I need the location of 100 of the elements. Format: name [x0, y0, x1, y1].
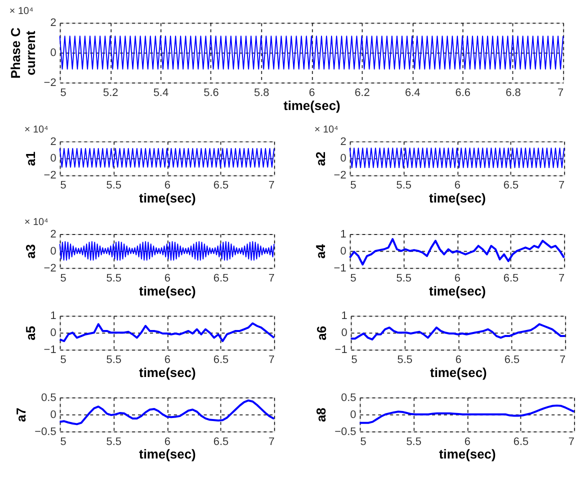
x-tick-label: 5	[350, 272, 356, 284]
x-tick-label: 6	[308, 86, 315, 99]
text: × 10⁴	[314, 124, 338, 136]
y-tick-label: 2	[50, 228, 56, 240]
y-axis-title: a6	[314, 326, 329, 340]
y-tick-label: 2	[50, 17, 56, 30]
y-tick-label: 0	[350, 408, 356, 421]
y-tick-label: 0	[50, 408, 56, 421]
y-tick-label: 0	[340, 245, 346, 258]
x-tick-label: 7	[568, 436, 575, 448]
x-tick-label: 6.5	[213, 180, 229, 192]
y-tick-label: −2	[44, 77, 56, 90]
x-tick-label: 5.4	[153, 86, 169, 99]
x-tick-label: 7	[557, 86, 564, 99]
x-tick-label: 6	[164, 354, 170, 366]
x-tick-label: 5.5	[106, 180, 122, 192]
x-tick-label: 5.5	[106, 272, 122, 284]
y-tick-label: 0	[340, 152, 346, 165]
x-axis-title: time(sec)	[438, 446, 496, 462]
x-tick-label: 5	[60, 354, 66, 366]
x-axis-title: time(sec)	[430, 365, 487, 380]
y-tick-label: 0	[50, 327, 56, 340]
x-tick-label: 6.6	[455, 86, 471, 99]
line-series	[350, 323, 566, 340]
y-tick-label: 0	[341, 327, 348, 340]
y-axis-title: a3	[22, 244, 38, 259]
y-tick-label: 0.5	[341, 392, 356, 404]
x-tick-label: 6	[454, 180, 460, 192]
y-tick-label: 0	[50, 152, 56, 165]
y-tick-label: −2	[44, 262, 56, 274]
y-tick-label: −2	[44, 170, 56, 182]
text: × 10⁴	[9, 6, 34, 17]
x-tick-label: 6.2	[354, 86, 370, 99]
x-tick-label: 7	[268, 436, 275, 448]
y-axis-title: a4	[312, 243, 328, 259]
y-tick-label: 2	[340, 136, 346, 148]
y-tick-label: 0	[50, 47, 56, 60]
y-tick-label: 2	[50, 136, 56, 148]
y-tick-label: −0.5	[34, 426, 56, 438]
x-tick-label: 5	[60, 86, 66, 99]
y-axis-title: a8	[314, 408, 329, 422]
y-axis-title: Phase C current	[8, 28, 38, 79]
x-tick-label: 6.5	[503, 180, 519, 192]
y-tick-label: 1	[50, 310, 56, 322]
x-axis-title: time(sec)	[139, 446, 196, 462]
line-series	[58, 322, 276, 342]
y-tick-label: −2	[334, 170, 346, 182]
y-axis-title: a7	[14, 408, 29, 422]
y-tick-label: 1	[340, 228, 346, 240]
x-tick-label: 6.5	[213, 436, 229, 448]
x-tick-label: 6	[464, 436, 470, 448]
x-tick-label: 6.5	[513, 436, 529, 448]
x-axis-title: time(sec)	[139, 283, 196, 298]
x-tick-label: 5.5	[396, 272, 412, 284]
x-tick-label: 5	[360, 436, 366, 448]
y-tick-label: −1	[44, 344, 56, 356]
y-axis-title: a5	[22, 326, 38, 340]
line-series	[348, 238, 566, 266]
x-tick-label: 6.5	[213, 272, 229, 284]
x-tick-label: 6.8	[506, 86, 521, 99]
y-tick-label: 0.5	[41, 392, 56, 404]
y-tick-label: −1	[334, 344, 348, 356]
x-tick-label: 7	[558, 272, 565, 284]
x-tick-label: 5	[60, 180, 66, 192]
x-tick-label: 5.5	[397, 354, 412, 366]
x-axis-title: time(sec)	[429, 283, 486, 298]
x-tick-label: 5.2	[103, 86, 118, 99]
y-axis-title: a2	[312, 152, 328, 166]
y-tick-label: −0.5	[334, 426, 356, 438]
x-tick-label: 6	[454, 272, 460, 284]
x-tick-label: 7	[558, 180, 565, 192]
x-tick-label: 5	[351, 354, 358, 366]
x-tick-label: 6.5	[213, 354, 229, 366]
text: × 10⁴	[24, 124, 48, 136]
x-tick-label: 5	[60, 272, 66, 284]
text: × 10⁴	[24, 217, 48, 228]
x-axis-title: time(sec)	[284, 98, 340, 113]
x-tick-label: 5.5	[106, 354, 122, 366]
x-tick-label: 7	[268, 272, 275, 284]
line-series	[59, 241, 275, 261]
x-axis-title: time(sec)	[139, 190, 196, 206]
x-tick-label: 7	[268, 354, 275, 366]
x-tick-label: 5.5	[406, 436, 422, 448]
x-tick-label: 5.5	[396, 180, 412, 192]
x-tick-label: 5.5	[106, 436, 122, 448]
line-series	[358, 404, 576, 424]
y-tick-label: 1	[341, 310, 348, 322]
x-tick-label: 6	[164, 436, 170, 448]
x-tick-label: 6.5	[504, 354, 520, 366]
x-tick-label: 5	[350, 180, 356, 192]
y-tick-label: −1	[334, 262, 346, 274]
x-tick-label: 6	[164, 180, 170, 192]
x-tick-label: 6.5	[503, 272, 519, 284]
x-tick-label: 5.8	[254, 86, 270, 99]
x-tick-label: 7	[268, 180, 275, 192]
y-tick-label: 0	[50, 245, 56, 258]
x-tick-label: 6	[455, 354, 462, 366]
x-tick-label: 5.6	[204, 86, 219, 99]
x-tick-label: 5	[60, 436, 66, 448]
x-tick-label: 6.4	[404, 86, 420, 99]
